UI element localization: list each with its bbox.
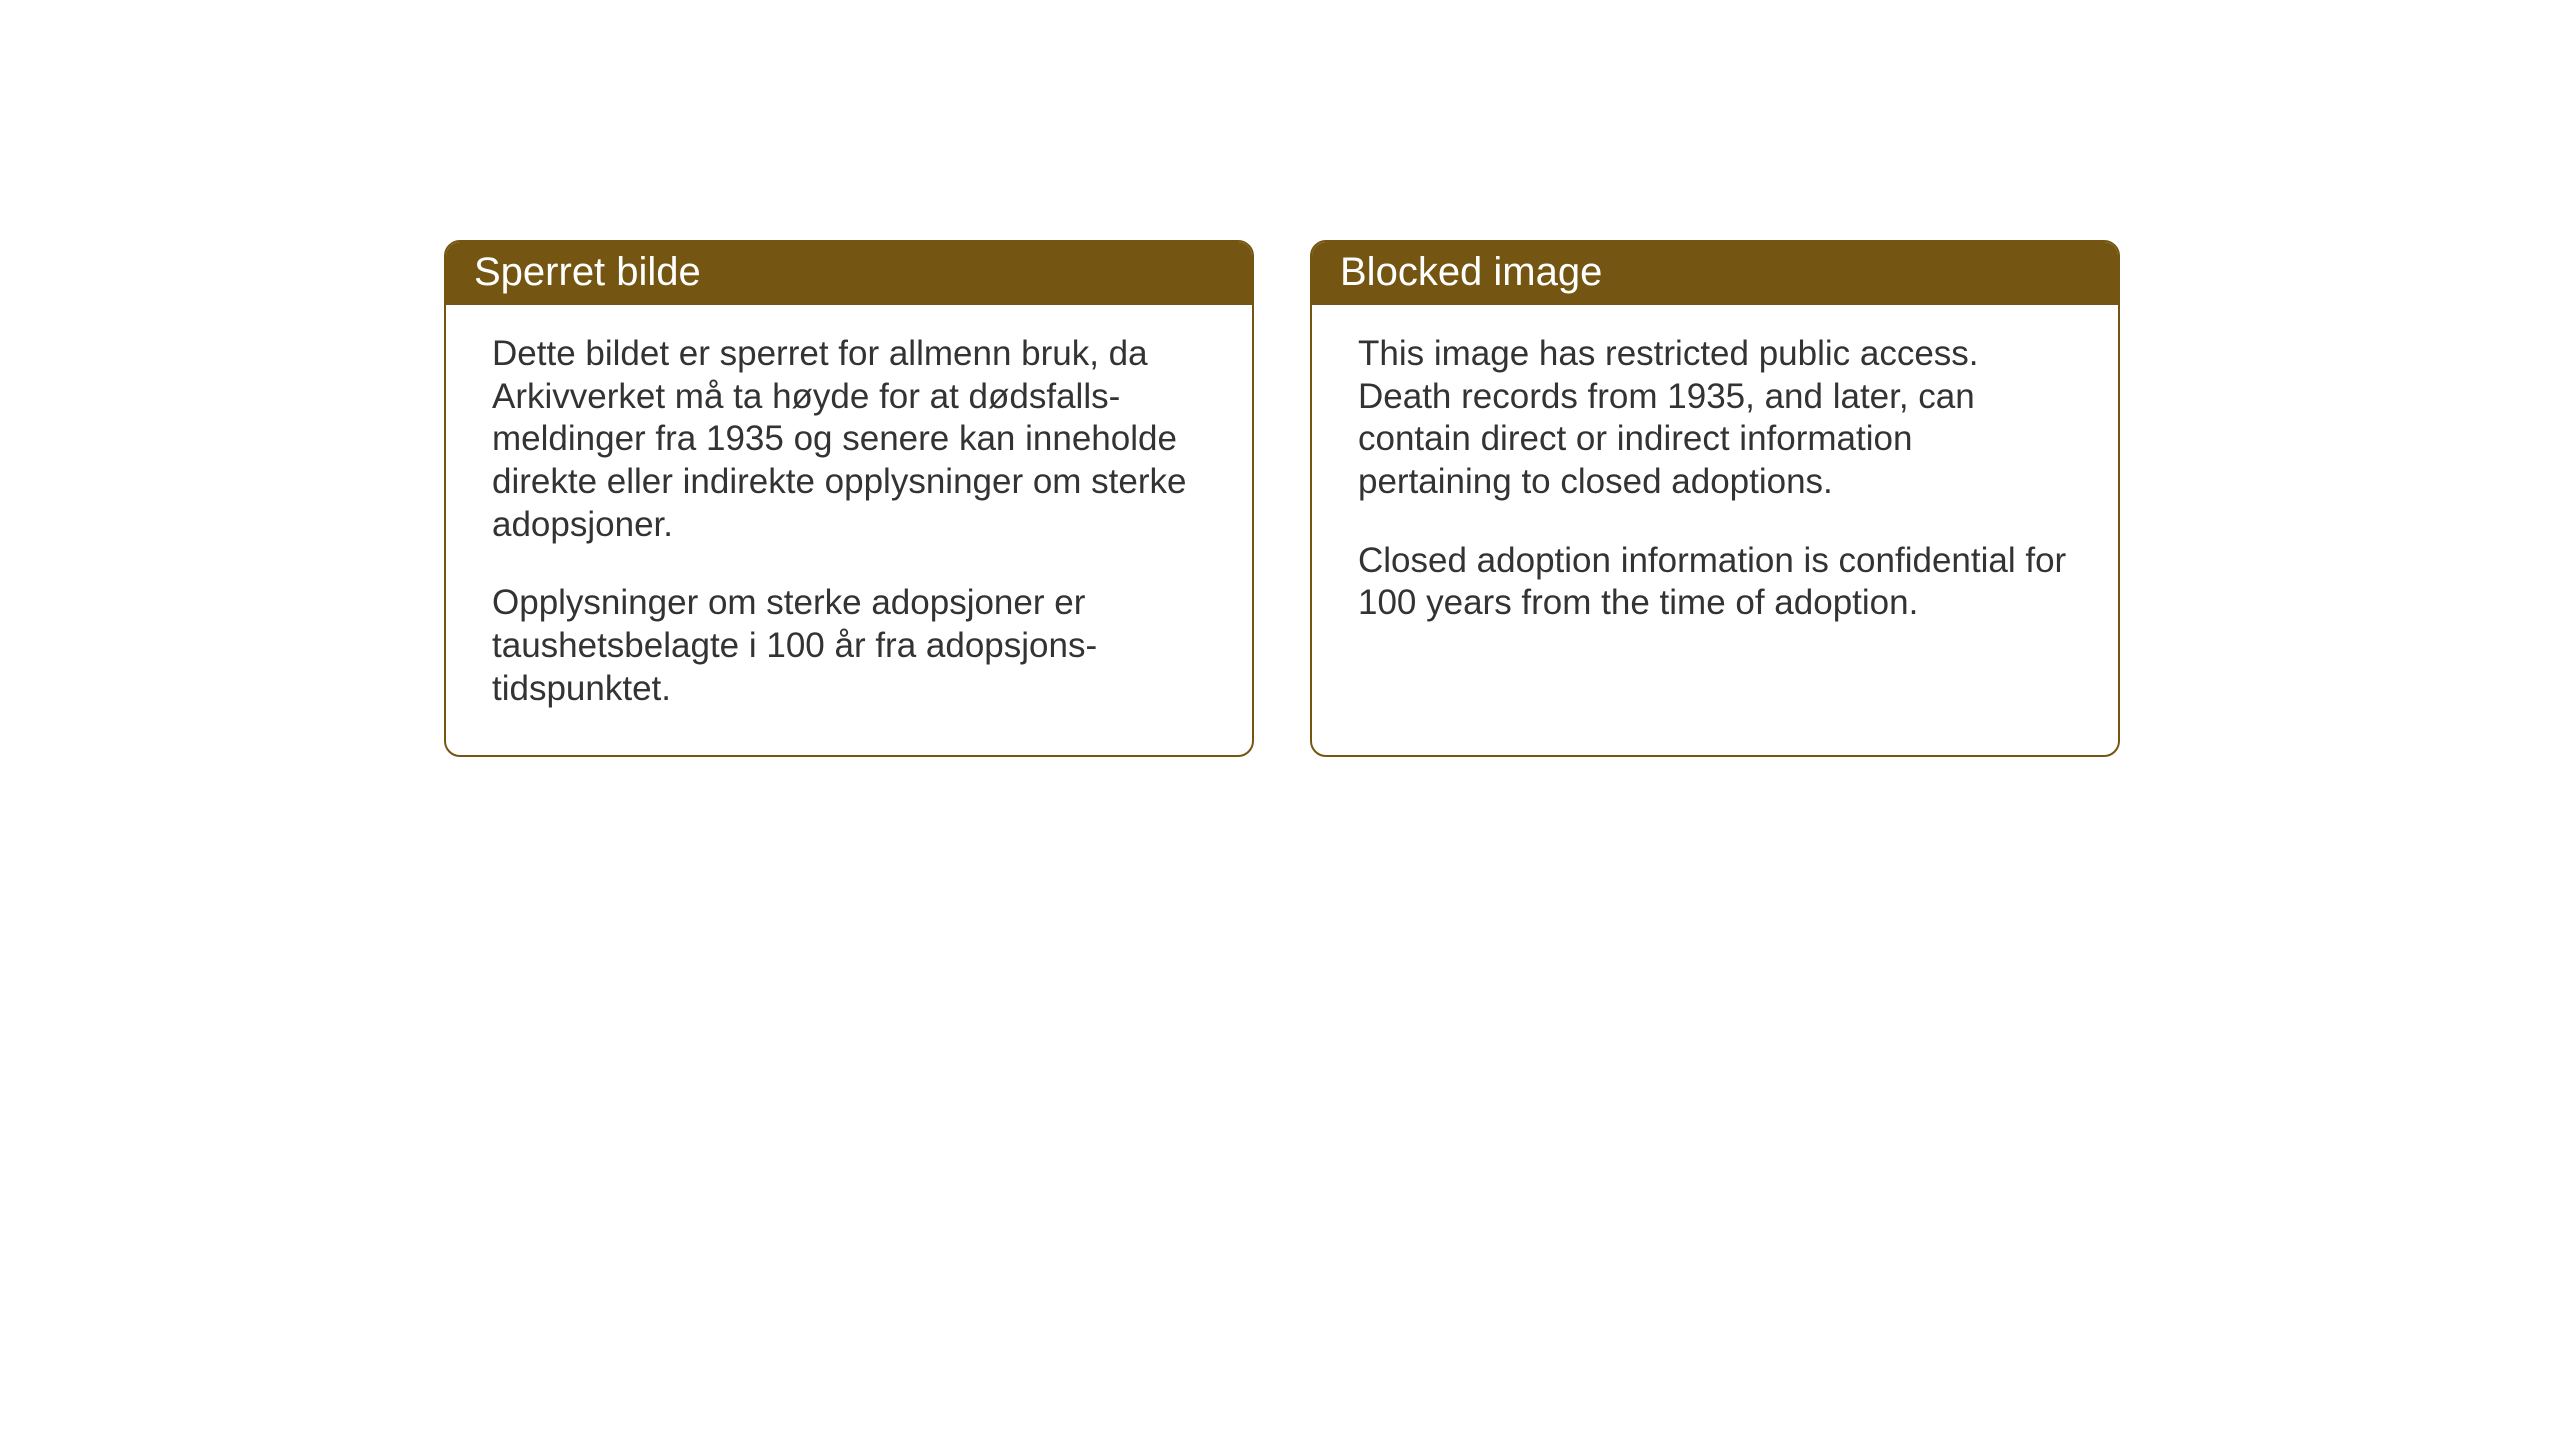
notice-title-english: Blocked image bbox=[1340, 250, 1602, 294]
notices-container: Sperret bilde Dette bildet er sperret fo… bbox=[444, 240, 2120, 757]
notice-header-norwegian: Sperret bilde bbox=[446, 242, 1252, 305]
notice-header-english: Blocked image bbox=[1312, 242, 2118, 305]
notice-title-norwegian: Sperret bilde bbox=[474, 250, 701, 294]
notice-body-norwegian: Dette bildet er sperret for allmenn bruk… bbox=[446, 305, 1252, 755]
notice-box-norwegian: Sperret bilde Dette bildet er sperret fo… bbox=[444, 240, 1254, 757]
notice-body-english: This image has restricted public access.… bbox=[1312, 305, 2118, 745]
notice-paragraph-2-norwegian: Opplysninger om sterke adopsjoner er tau… bbox=[492, 582, 1206, 710]
notice-box-english: Blocked image This image has restricted … bbox=[1310, 240, 2120, 757]
notice-paragraph-2-english: Closed adoption information is confident… bbox=[1358, 540, 2072, 625]
notice-paragraph-1-english: This image has restricted public access.… bbox=[1358, 333, 2072, 504]
notice-paragraph-1-norwegian: Dette bildet er sperret for allmenn bruk… bbox=[492, 333, 1206, 546]
